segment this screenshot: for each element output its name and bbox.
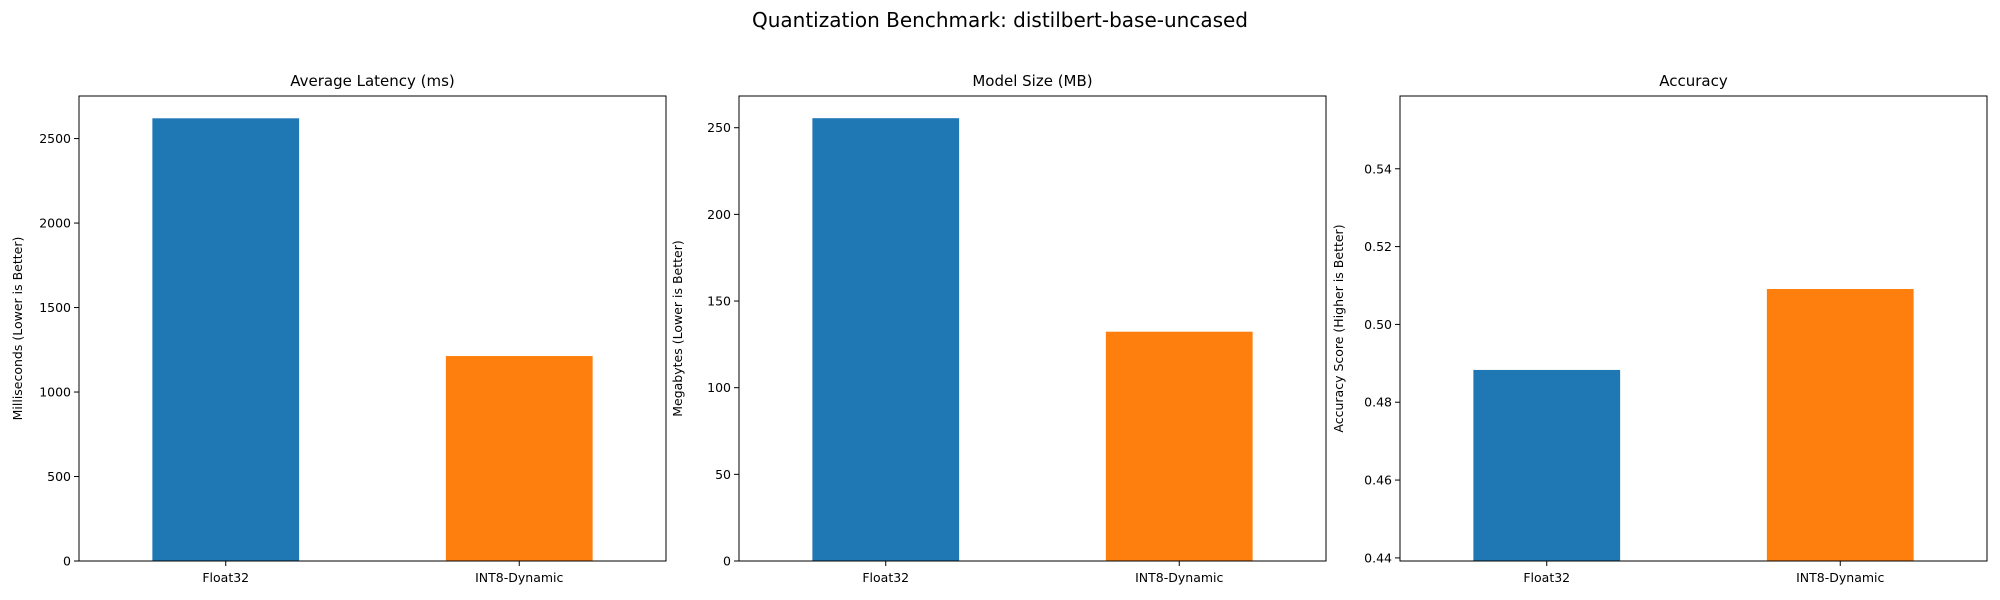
y-axis-label: Megabytes (Lower is Better)	[670, 240, 685, 417]
y-tick-label: 100	[707, 380, 731, 395]
x-tick-label: Float32	[202, 570, 249, 585]
y-tick-label: 0.52	[1364, 239, 1392, 254]
y-axis-label: Accuracy Score (Higher is Better)	[1331, 224, 1346, 432]
chart-panel-3: Accuracy 0.44 0.46 0.48 0.50 0.52 0.54 Float32 I…	[1331, 72, 1988, 585]
y-tick-label: 200	[707, 207, 731, 222]
y-tick-label: 1000	[39, 385, 71, 400]
y-tick-label: 0.44	[1364, 550, 1392, 565]
x-tick-label: Float32	[862, 570, 909, 585]
plot-frame	[1399, 95, 1988, 562]
bar-float32	[812, 118, 960, 562]
y-tick-label: 500	[47, 469, 71, 484]
x-tick-label: INT8-Dynamic	[1796, 570, 1884, 585]
y-tick-label: 250	[707, 120, 731, 135]
bar-float32	[1473, 369, 1621, 561]
x-tick-label: INT8-Dynamic	[1135, 570, 1223, 585]
bar-int8-dynamic	[1766, 289, 1914, 561]
y-tick-label: 50	[715, 467, 731, 482]
y-tick-label: 0.48	[1364, 395, 1392, 410]
y-axis-label: Milliseconds (Lower is Better)	[10, 237, 25, 421]
y-tick-label: 1500	[39, 300, 71, 315]
y-tick-label: 150	[707, 294, 731, 309]
y-tick-label: 2500	[39, 131, 71, 146]
y-tick-label: 0.50	[1364, 317, 1392, 332]
y-tick-label: 0.54	[1364, 161, 1392, 176]
plot-frame	[738, 95, 1327, 562]
bar-int8-dynamic	[445, 356, 593, 561]
bar-int8-dynamic	[1105, 331, 1253, 561]
figure-title: Quantization Benchmark: distilbert-base-…	[752, 8, 1248, 32]
y-tick-label: 0	[63, 554, 71, 569]
y-tick-label: 0.46	[1364, 473, 1392, 488]
plot-frame	[78, 95, 667, 562]
x-tick-label: INT8-Dynamic	[475, 570, 563, 585]
chart-panels: Average Latency (ms)05001000150020002500…	[10, 72, 1988, 585]
chart-title: Accuracy	[1659, 72, 1728, 90]
chart-panel-2: Model Size (MB) 0 50 100 150 200 250 Float32 INT…	[670, 72, 1327, 585]
chart-panel-1: Average Latency (ms) 0 500 1000 1500 2000 2500…	[10, 72, 667, 585]
x-tick-label: Float32	[1523, 570, 1570, 585]
y-tick-label: 0	[723, 554, 731, 569]
chart-title: Average Latency (ms)	[290, 72, 455, 90]
y-tick-label: 2000	[39, 216, 71, 231]
chart-title: Model Size (MB)	[972, 72, 1092, 90]
bar-float32	[152, 118, 300, 562]
